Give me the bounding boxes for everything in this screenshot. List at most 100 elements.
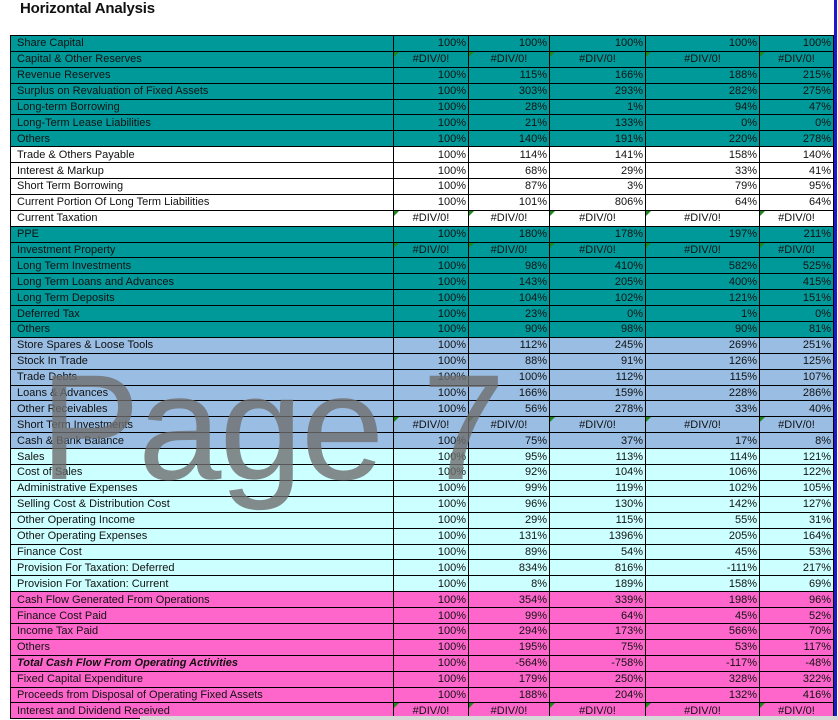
value-cell[interactable]: 70% xyxy=(759,622,834,640)
value-cell[interactable]: 114% xyxy=(645,448,760,466)
value-cell[interactable]: 100% xyxy=(468,368,550,386)
row-label[interactable]: Cost of Sales xyxy=(10,464,394,481)
value-cell[interactable]: 215% xyxy=(759,66,834,84)
value-cell[interactable]: #DIV/0! xyxy=(393,416,469,434)
value-cell[interactable]: 100% xyxy=(393,400,469,418)
row-label[interactable]: Short Term Borrowing xyxy=(10,178,394,195)
value-cell[interactable]: 100% xyxy=(393,686,469,704)
value-cell[interactable]: -48% xyxy=(759,654,834,672)
value-cell[interactable]: 180% xyxy=(468,225,550,243)
value-cell[interactable]: 100% xyxy=(393,35,469,52)
value-cell[interactable]: #DIV/0! xyxy=(468,416,550,434)
value-cell[interactable]: 79% xyxy=(645,178,760,195)
row-label[interactable]: Cash & Bank Balance xyxy=(10,432,394,450)
value-cell[interactable]: 293% xyxy=(549,82,646,100)
value-cell[interactable]: 122% xyxy=(759,464,834,481)
row-label[interactable]: Share Capital xyxy=(10,35,394,52)
value-cell[interactable]: 75% xyxy=(468,432,550,450)
value-cell[interactable]: -758% xyxy=(549,654,646,672)
row-label[interactable]: Long Term Deposits xyxy=(10,289,394,307)
value-cell[interactable]: 191% xyxy=(549,130,646,148)
value-cell[interactable]: 140% xyxy=(759,146,834,164)
value-cell[interactable]: 173% xyxy=(549,622,646,640)
value-cell[interactable]: 100% xyxy=(393,98,469,116)
value-cell[interactable]: 164% xyxy=(759,527,834,545)
value-cell[interactable]: #DIV/0! xyxy=(468,241,550,259)
row-label[interactable]: Surplus on Revaluation of Fixed Assets xyxy=(10,82,394,100)
value-cell[interactable]: 140% xyxy=(468,130,550,148)
value-cell[interactable]: 115% xyxy=(468,66,550,84)
value-cell[interactable]: 1% xyxy=(549,98,646,116)
value-cell[interactable]: -117% xyxy=(645,654,760,672)
value-cell[interactable]: #DIV/0! xyxy=(393,209,469,227)
value-cell[interactable]: 1396% xyxy=(549,527,646,545)
value-cell[interactable]: 95% xyxy=(468,448,550,466)
row-label[interactable]: Finance Cost xyxy=(10,543,394,561)
value-cell[interactable]: 107% xyxy=(759,368,834,386)
value-cell[interactable]: 100% xyxy=(393,607,469,624)
value-cell[interactable]: 99% xyxy=(468,479,550,497)
value-cell[interactable]: 179% xyxy=(468,670,550,688)
value-cell[interactable]: 100% xyxy=(393,654,469,672)
value-cell[interactable]: 806% xyxy=(549,193,646,211)
value-cell[interactable]: 100% xyxy=(393,336,469,354)
value-cell[interactable]: 159% xyxy=(549,384,646,402)
value-cell[interactable]: 112% xyxy=(468,336,550,354)
value-cell[interactable]: 166% xyxy=(549,66,646,84)
value-cell[interactable]: 198% xyxy=(645,591,760,609)
row-label[interactable]: Provision For Taxation: Deferred xyxy=(10,559,394,577)
value-cell[interactable]: #DIV/0! xyxy=(759,209,834,227)
value-cell[interactable]: 40% xyxy=(759,400,834,418)
value-cell[interactable]: #DIV/0! xyxy=(393,241,469,259)
value-cell[interactable]: 250% xyxy=(549,670,646,688)
row-label[interactable]: Cash Flow Generated From Operations xyxy=(10,591,394,609)
value-cell[interactable]: 100% xyxy=(393,479,469,497)
value-cell[interactable]: 115% xyxy=(549,511,646,529)
value-cell[interactable]: 100% xyxy=(468,35,550,52)
value-cell[interactable]: #DIV/0! xyxy=(645,50,760,68)
value-cell[interactable]: 100% xyxy=(393,575,469,593)
row-label[interactable]: Others xyxy=(10,638,394,656)
value-cell[interactable]: 141% xyxy=(549,146,646,164)
value-cell[interactable]: 188% xyxy=(645,66,760,84)
value-cell[interactable]: 132% xyxy=(645,686,760,704)
value-cell[interactable]: 100% xyxy=(393,178,469,195)
value-cell[interactable]: 100% xyxy=(393,591,469,609)
value-cell[interactable]: 816% xyxy=(549,559,646,577)
value-cell[interactable]: 143% xyxy=(468,273,550,291)
value-cell[interactable]: 269% xyxy=(645,336,760,354)
value-cell[interactable]: 126% xyxy=(645,352,760,370)
value-cell[interactable]: #DIV/0! xyxy=(468,50,550,68)
value-cell[interactable]: 23% xyxy=(468,305,550,323)
value-cell[interactable]: #DIV/0! xyxy=(759,50,834,68)
value-cell[interactable]: 106% xyxy=(645,464,760,481)
value-cell[interactable]: 278% xyxy=(549,400,646,418)
row-label[interactable]: Total Cash Flow From Operating Activitie… xyxy=(10,654,394,672)
value-cell[interactable]: 294% xyxy=(468,622,550,640)
value-cell[interactable]: 29% xyxy=(549,162,646,180)
value-cell[interactable]: 68% xyxy=(468,162,550,180)
row-label[interactable]: Current Portion Of Long Term Liabilities xyxy=(10,193,394,211)
value-cell[interactable]: 87% xyxy=(468,178,550,195)
value-cell[interactable]: 41% xyxy=(759,162,834,180)
value-cell[interactable]: 113% xyxy=(549,448,646,466)
value-cell[interactable]: 0% xyxy=(645,114,760,132)
value-cell[interactable]: 100% xyxy=(393,511,469,529)
row-label[interactable]: Provision For Taxation: Current xyxy=(10,575,394,593)
value-cell[interactable]: 54% xyxy=(549,543,646,561)
value-cell[interactable]: 102% xyxy=(549,289,646,307)
value-cell[interactable]: 100% xyxy=(393,368,469,386)
row-label[interactable]: Interest and Dividend Received xyxy=(10,702,394,720)
horizontal-scrollbar[interactable] xyxy=(140,716,838,720)
value-cell[interactable]: 53% xyxy=(645,638,760,656)
value-cell[interactable]: 100% xyxy=(645,35,760,52)
row-label[interactable]: Others xyxy=(10,130,394,148)
value-cell[interactable]: #DIV/0! xyxy=(468,702,550,720)
row-label[interactable]: Other Operating Expenses xyxy=(10,527,394,545)
value-cell[interactable]: 133% xyxy=(549,114,646,132)
value-cell[interactable]: 115% xyxy=(645,368,760,386)
value-cell[interactable]: 205% xyxy=(549,273,646,291)
value-cell[interactable]: #DIV/0! xyxy=(393,702,469,720)
value-cell[interactable]: 100% xyxy=(393,622,469,640)
row-label[interactable]: Revenue Reserves xyxy=(10,66,394,84)
